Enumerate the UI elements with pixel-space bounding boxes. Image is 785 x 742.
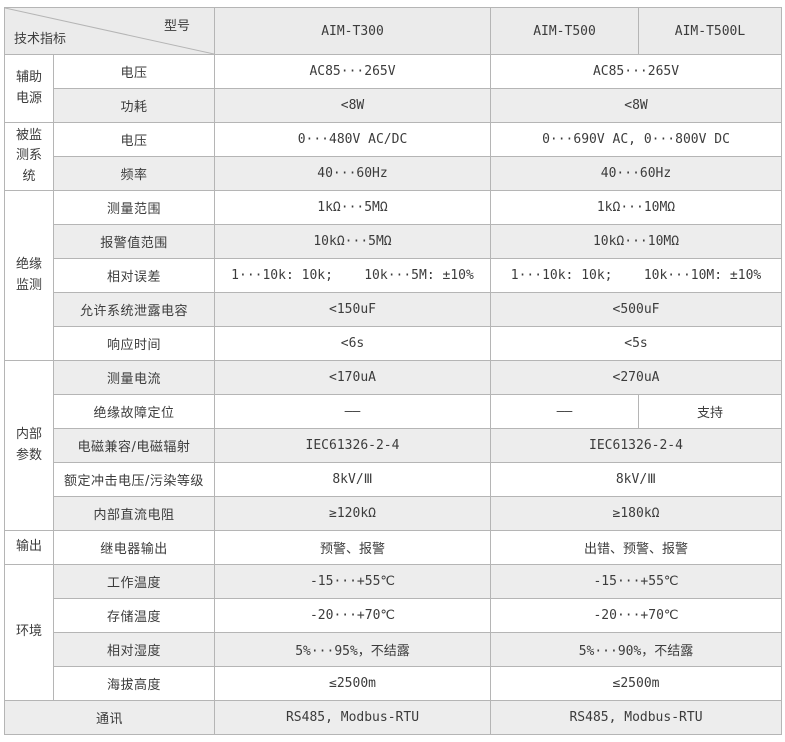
spec-value-t300: <150uF: [214, 292, 491, 327]
spec-value-t500-t500l: 8kV/Ⅲ: [490, 462, 782, 497]
group-label-aux-power: 辅助电源: [4, 54, 54, 123]
spec-label: 继电器输出: [53, 530, 215, 565]
spec-value-t500-t500l: 1kΩ···10MΩ: [490, 190, 782, 225]
spec-value-t500: ——: [490, 394, 639, 429]
spec-label: 测量电流: [53, 360, 215, 395]
spec-table: 型号 技术指标 AIM-T300 AIM-T500 AIM-T500L 辅助电源…: [4, 7, 782, 735]
spec-value-t300: 5%···95%，不结露: [214, 632, 491, 667]
diagonal-divider-line: [5, 8, 214, 54]
spec-value-t500-t500l: 10kΩ···10MΩ: [490, 224, 782, 259]
spec-value-t500-t500l: <270uA: [490, 360, 782, 395]
table-row: 允许系统泄露电容 <150uF <500uF: [4, 292, 782, 327]
table-row: 相对误差 1···10k: 10k; 10k···5M: ±10% 1···10…: [4, 258, 782, 293]
table-row: 内部参数 测量电流 <170uA <270uA: [4, 360, 782, 531]
spec-value-t500-t500l: 1···10k: 10k; 10k···10M: ±10%: [490, 258, 782, 293]
table-row: 功耗 <8W <8W: [4, 88, 782, 123]
spec-value-t300: <170uA: [214, 360, 491, 395]
spec-value-t300: <6s: [214, 326, 491, 361]
spec-label: 存储温度: [53, 598, 215, 633]
spec-label: 相对湿度: [53, 632, 215, 667]
spec-label: 允许系统泄露电容: [53, 292, 215, 327]
spec-label: 电磁兼容/电磁辐射: [53, 428, 215, 463]
spec-value-t300: ——: [214, 394, 491, 429]
spec-value-t300: AC85···265V: [214, 54, 491, 89]
spec-value-t500-t500l: ≤2500m: [490, 666, 782, 701]
spec-label: 测量范围: [53, 190, 215, 225]
table-row: 海拔高度 ≤2500m ≤2500m: [4, 666, 782, 701]
table-row: 绝缘监测 测量范围 1kΩ···5MΩ 1kΩ···10MΩ: [4, 190, 782, 361]
spec-value-t300: 预警、报警: [214, 530, 491, 565]
spec-label: 电压: [53, 122, 215, 157]
table-row: 环境 工作温度 -15···+55℃ -15···+55℃: [4, 564, 782, 701]
spec-value-t500l: 支持: [638, 394, 782, 429]
spec-value-t500-t500l: IEC61326-2-4: [490, 428, 782, 463]
group-label-environment: 环境: [4, 564, 54, 701]
model-header-aim-t300: AIM-T300: [214, 7, 491, 55]
spec-value-t500-t500l: 出错、预警、报警: [490, 530, 782, 565]
spec-value-t500-t500l: 5%···90%，不结露: [490, 632, 782, 667]
spec-value-t500-t500l: RS485, Modbus-RTU: [490, 700, 782, 735]
spec-label: 频率: [53, 156, 215, 191]
spec-value-t300: 1kΩ···5MΩ: [214, 190, 491, 225]
table-row: 频率 40···60Hz 40···60Hz: [4, 156, 782, 191]
group-label-monitored-system: 被监测系统: [4, 122, 54, 191]
spec-label: 报警值范围: [53, 224, 215, 259]
spec-value-t500-t500l: AC85···265V: [490, 54, 782, 89]
spec-value-t300: RS485, Modbus-RTU: [214, 700, 491, 735]
model-header-aim-t500l: AIM-T500L: [638, 7, 782, 55]
spec-label: 海拔高度: [53, 666, 215, 701]
table-row: 内部直流电阻 ≥120kΩ ≥180kΩ: [4, 496, 782, 531]
table-row: 输出 继电器输出 预警、报警 出错、预警、报警: [4, 530, 782, 565]
corner-label-tech-spec: 技术指标: [14, 32, 67, 47]
spec-label: 电压: [53, 54, 215, 89]
table-row: 电磁兼容/电磁辐射 IEC61326-2-4 IEC61326-2-4: [4, 428, 782, 463]
table-row: 辅助电源 电压 AC85···265V AC85···265V: [4, 54, 782, 123]
spec-value-t300: IEC61326-2-4: [214, 428, 491, 463]
spec-value-t300: 8kV/Ⅲ: [214, 462, 491, 497]
spec-value-t500-t500l: <5s: [490, 326, 782, 361]
group-label-insulation-monitoring: 绝缘监测: [4, 190, 54, 361]
spec-value-t300: <8W: [214, 88, 491, 123]
spec-label: 响应时间: [53, 326, 215, 361]
spec-value-t300: 0···480V AC/DC: [214, 122, 491, 157]
table-row: 报警值范围 10kΩ···5MΩ 10kΩ···10MΩ: [4, 224, 782, 259]
spec-label: 额定冲击电压/污染等级: [53, 462, 215, 497]
spec-value-t300: 1···10k: 10k; 10k···5M: ±10%: [214, 258, 491, 293]
spec-label: 内部直流电阻: [53, 496, 215, 531]
spec-value-t500-t500l: 40···60Hz: [490, 156, 782, 191]
spec-value-t300: ≤2500m: [214, 666, 491, 701]
spec-label: 功耗: [53, 88, 215, 123]
spec-value-t300: 40···60Hz: [214, 156, 491, 191]
header-corner-cell: 型号 技术指标: [4, 7, 215, 55]
table-row: 响应时间 <6s <5s: [4, 326, 782, 361]
table-row: 存储温度 -20···+70℃ -20···+70℃: [4, 598, 782, 633]
header-row: 型号 技术指标 AIM-T300 AIM-T500 AIM-T500L: [4, 7, 782, 55]
table-row: 绝缘故障定位 —— —— 支持: [4, 394, 782, 429]
table-row: 相对湿度 5%···95%，不结露 5%···90%，不结露: [4, 632, 782, 667]
spec-value-t500-t500l: 0···690V AC, 0···800V DC: [490, 122, 782, 157]
spec-value-t300: -20···+70℃: [214, 598, 491, 633]
group-label-output: 输出: [4, 530, 54, 565]
spec-value-t500-t500l: <500uF: [490, 292, 782, 327]
spec-value-t300: -15···+55℃: [214, 564, 491, 599]
spec-label: 相对误差: [53, 258, 215, 293]
table-row: 额定冲击电压/污染等级 8kV/Ⅲ 8kV/Ⅲ: [4, 462, 782, 497]
table-row: 被监测系统 电压 0···480V AC/DC 0···690V AC, 0··…: [4, 122, 782, 191]
corner-label-model: 型号: [163, 19, 190, 34]
spec-label: 工作温度: [53, 564, 215, 599]
spec-value-t500-t500l: -15···+55℃: [490, 564, 782, 599]
spec-value-t300: 10kΩ···5MΩ: [214, 224, 491, 259]
spec-value-t500-t500l: ≥180kΩ: [490, 496, 782, 531]
spec-value-t500-t500l: <8W: [490, 88, 782, 123]
group-label-internal-parameters: 内部参数: [4, 360, 54, 531]
spec-value-t500-t500l: -20···+70℃: [490, 598, 782, 633]
model-header-aim-t500: AIM-T500: [490, 7, 639, 55]
group-label-communication: 通讯: [4, 700, 215, 735]
spec-label: 绝缘故障定位: [53, 394, 215, 429]
spec-value-t300: ≥120kΩ: [214, 496, 491, 531]
table-row: 通讯 RS485, Modbus-RTU RS485, Modbus-RTU: [4, 700, 782, 735]
